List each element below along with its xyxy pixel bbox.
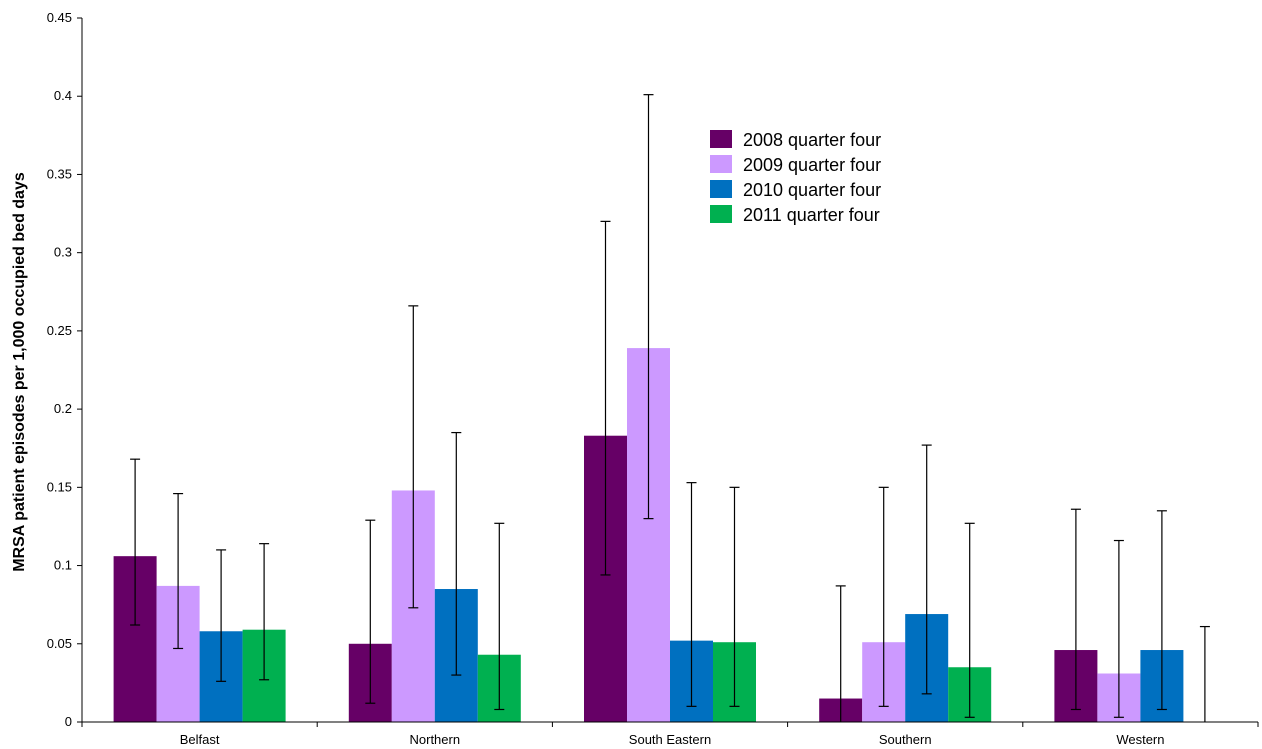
legend-swatch xyxy=(710,180,732,198)
y-tick-label: 0.4 xyxy=(54,88,72,103)
x-category-label: Northern xyxy=(410,732,461,747)
legend: 2008 quarter four 2009 quarter four 2010 q… xyxy=(710,130,881,225)
y-axis-ticks: 0 0.05 0.1 0.15 0.2 0.25 0.3 0.35 0.4 0.45 xyxy=(47,10,82,729)
x-axis-categories: Belfast Northern South Eastern Southern West… xyxy=(81,722,1259,747)
y-tick-label: 0.35 xyxy=(47,166,72,181)
error-bars xyxy=(130,94,1210,722)
y-tick-label: 0.1 xyxy=(54,558,72,573)
legend-swatch xyxy=(710,130,732,148)
legend-swatch xyxy=(710,205,732,223)
y-axis-label: MRSA patient episodes per 1,000 occupied… xyxy=(11,172,28,572)
legend-label: 2010 quarter four xyxy=(743,180,881,200)
y-tick-label: 0.2 xyxy=(54,401,72,416)
x-category-label: Belfast xyxy=(180,732,220,747)
x-category-label: Western xyxy=(1116,732,1164,747)
x-category-label: Southern xyxy=(879,732,932,747)
legend-swatch xyxy=(710,155,732,173)
y-tick-label: 0 xyxy=(65,714,72,729)
legend-label: 2008 quarter four xyxy=(743,130,881,150)
legend-label: 2009 quarter four xyxy=(743,155,881,175)
y-tick-label: 0.45 xyxy=(47,10,72,25)
y-tick-label: 0.25 xyxy=(47,323,72,338)
y-tick-label: 0.15 xyxy=(47,479,72,494)
legend-label: 2011 quarter four xyxy=(743,205,880,225)
x-category-label: South Eastern xyxy=(629,732,711,747)
y-tick-label: 0.3 xyxy=(54,245,72,260)
y-tick-label: 0.05 xyxy=(47,636,72,651)
